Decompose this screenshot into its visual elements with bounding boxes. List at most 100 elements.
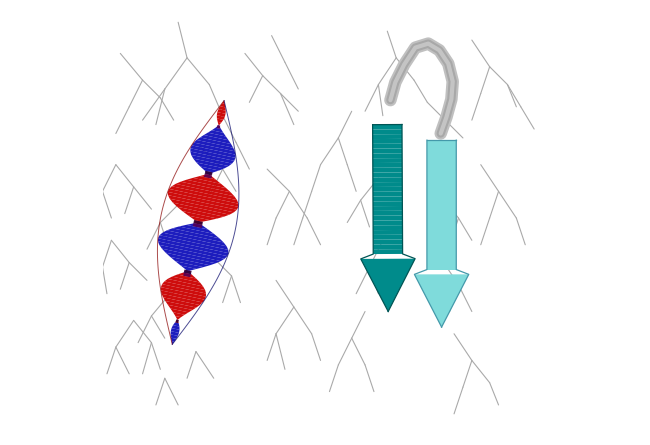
Polygon shape xyxy=(158,235,229,253)
Polygon shape xyxy=(176,320,179,323)
Polygon shape xyxy=(427,265,456,270)
Polygon shape xyxy=(415,275,469,327)
Polygon shape xyxy=(205,171,213,175)
Polygon shape xyxy=(372,139,402,144)
Polygon shape xyxy=(170,199,234,214)
Polygon shape xyxy=(173,202,229,217)
Polygon shape xyxy=(170,308,188,315)
Polygon shape xyxy=(427,222,456,227)
Polygon shape xyxy=(181,266,196,271)
Polygon shape xyxy=(200,174,216,179)
Polygon shape xyxy=(159,245,225,261)
Polygon shape xyxy=(166,253,216,265)
Polygon shape xyxy=(176,261,203,269)
Polygon shape xyxy=(427,159,456,164)
Polygon shape xyxy=(187,178,226,188)
Polygon shape xyxy=(427,178,456,183)
Polygon shape xyxy=(208,130,226,137)
Polygon shape xyxy=(373,220,402,225)
Polygon shape xyxy=(216,125,220,129)
Polygon shape xyxy=(192,142,235,155)
Polygon shape xyxy=(373,239,402,244)
Polygon shape xyxy=(193,158,229,168)
Polygon shape xyxy=(161,287,206,299)
Polygon shape xyxy=(168,189,239,207)
Polygon shape xyxy=(222,101,225,104)
Polygon shape xyxy=(373,206,402,211)
Polygon shape xyxy=(373,173,402,178)
Polygon shape xyxy=(373,211,402,216)
Polygon shape xyxy=(190,151,234,164)
Polygon shape xyxy=(200,135,231,144)
Polygon shape xyxy=(372,149,402,154)
Polygon shape xyxy=(162,294,203,305)
Polygon shape xyxy=(194,220,203,225)
Polygon shape xyxy=(188,215,210,222)
Polygon shape xyxy=(177,272,196,279)
Polygon shape xyxy=(158,238,229,256)
Polygon shape xyxy=(162,231,227,246)
Polygon shape xyxy=(204,133,229,140)
Polygon shape xyxy=(205,171,213,175)
Polygon shape xyxy=(427,198,456,202)
Polygon shape xyxy=(196,162,224,170)
Polygon shape xyxy=(373,201,402,206)
Polygon shape xyxy=(373,182,402,187)
Polygon shape xyxy=(168,277,203,287)
Polygon shape xyxy=(171,338,176,342)
Polygon shape xyxy=(172,325,179,330)
Polygon shape xyxy=(172,341,174,344)
Polygon shape xyxy=(217,118,224,123)
Polygon shape xyxy=(427,260,456,265)
Polygon shape xyxy=(427,145,456,150)
Polygon shape xyxy=(427,246,456,251)
Polygon shape xyxy=(172,275,200,283)
Polygon shape xyxy=(215,125,221,129)
Polygon shape xyxy=(164,279,205,290)
Polygon shape xyxy=(217,109,226,114)
Polygon shape xyxy=(372,129,402,134)
Polygon shape xyxy=(427,188,456,193)
Polygon shape xyxy=(193,176,221,184)
Polygon shape xyxy=(190,146,235,158)
Polygon shape xyxy=(373,168,402,173)
Polygon shape xyxy=(217,112,226,117)
Polygon shape xyxy=(373,187,402,192)
Polygon shape xyxy=(372,153,402,158)
Polygon shape xyxy=(168,195,237,212)
Polygon shape xyxy=(159,233,228,250)
Polygon shape xyxy=(172,227,219,238)
Polygon shape xyxy=(165,301,196,310)
Polygon shape xyxy=(427,150,456,154)
Polygon shape xyxy=(427,169,456,174)
Polygon shape xyxy=(175,320,179,323)
Polygon shape xyxy=(427,212,456,217)
Polygon shape xyxy=(200,166,219,173)
Polygon shape xyxy=(184,270,192,274)
Polygon shape xyxy=(373,225,402,230)
Polygon shape xyxy=(170,257,210,267)
Polygon shape xyxy=(427,154,456,159)
Polygon shape xyxy=(193,223,202,228)
Polygon shape xyxy=(372,125,402,129)
Polygon shape xyxy=(373,196,402,201)
Polygon shape xyxy=(181,180,231,192)
Polygon shape xyxy=(427,227,456,231)
Polygon shape xyxy=(187,223,208,230)
Polygon shape xyxy=(182,211,217,220)
Polygon shape xyxy=(176,182,235,196)
Polygon shape xyxy=(427,164,456,169)
Polygon shape xyxy=(168,192,239,210)
Polygon shape xyxy=(161,284,206,297)
Polygon shape xyxy=(179,225,214,234)
Polygon shape xyxy=(183,270,191,274)
Polygon shape xyxy=(204,174,212,178)
Polygon shape xyxy=(427,231,456,236)
Polygon shape xyxy=(427,217,456,222)
Polygon shape xyxy=(373,177,402,182)
Polygon shape xyxy=(427,236,456,241)
Polygon shape xyxy=(169,186,239,204)
Polygon shape xyxy=(177,207,224,218)
Polygon shape xyxy=(218,122,221,125)
Polygon shape xyxy=(191,155,232,166)
